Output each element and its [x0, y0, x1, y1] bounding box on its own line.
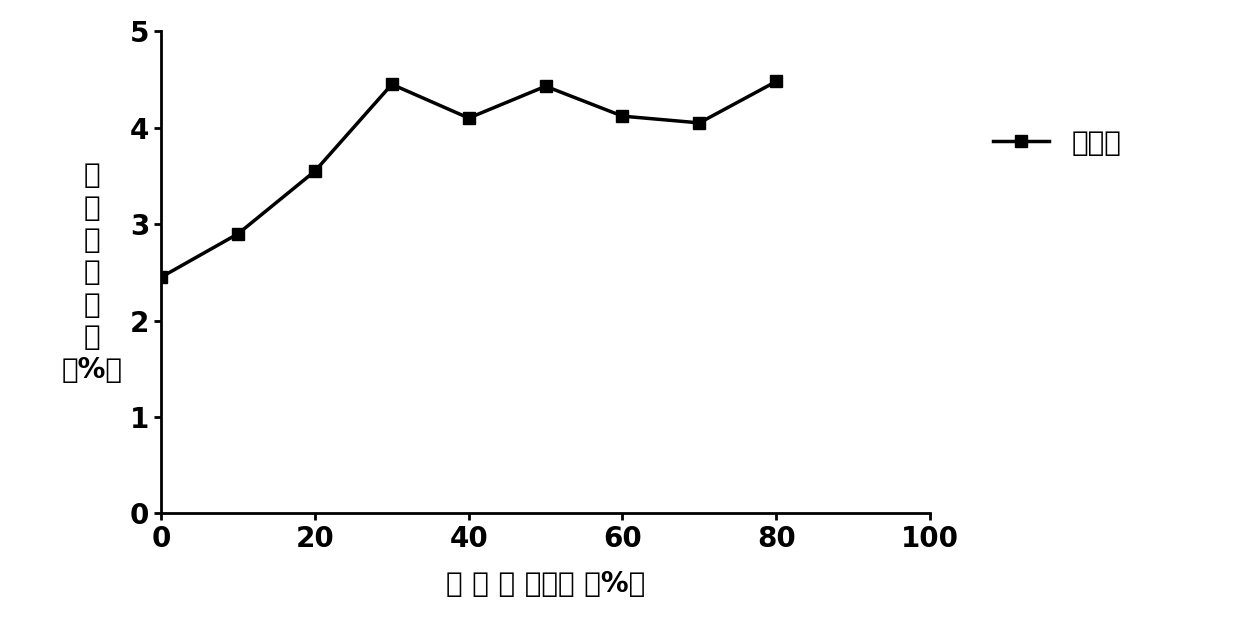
总三蕌 — [231, 230, 246, 237]
Legend: 总三蕌: 总三蕌 — [982, 118, 1132, 168]
总三蕌 — [308, 167, 322, 175]
总三蕌 — [692, 119, 707, 126]
Line: 总三蕌: 总三蕌 — [155, 75, 782, 284]
Text: 总
三
蕌
的
含
量
（%）: 总 三 蕌 的 含 量 （%） — [62, 161, 123, 384]
总三蕌 — [461, 115, 476, 122]
总三蕌 — [769, 78, 784, 85]
总三蕌 — [615, 113, 630, 120]
X-axis label: 不 同 体 积分数 （%）: 不 同 体 积分数 （%） — [446, 570, 645, 598]
总三蕌 — [154, 274, 169, 281]
总三蕌 — [538, 83, 553, 90]
总三蕌 — [384, 81, 399, 88]
